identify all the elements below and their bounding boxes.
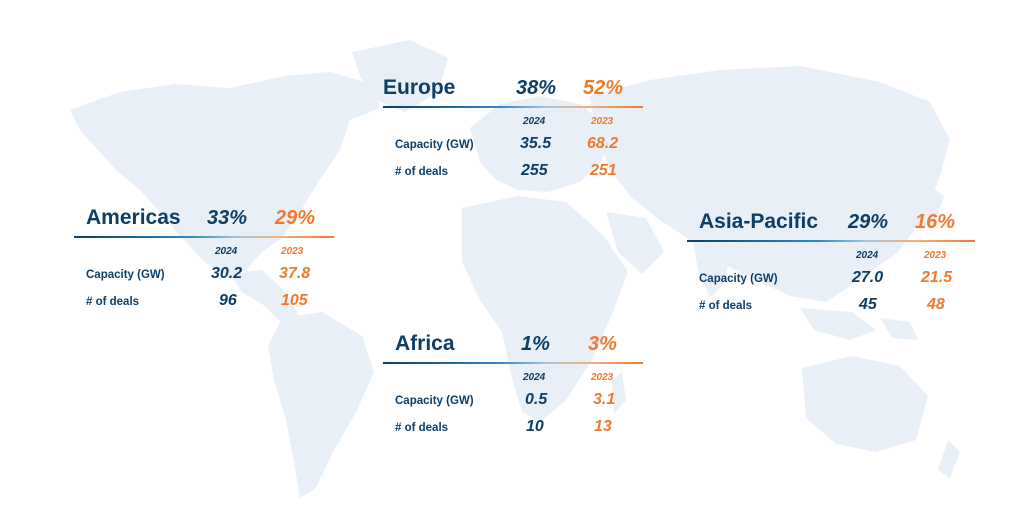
deals-2023: 13 bbox=[594, 418, 612, 435]
deals-label: # of deals bbox=[86, 296, 140, 308]
share-2023: 52% bbox=[583, 77, 624, 99]
year-2023-label: 2023 bbox=[591, 372, 614, 383]
region-name: Europe bbox=[383, 76, 456, 99]
region-africa: Africa 1% 3% 2024 2023 Capacity (GW) 0.5… bbox=[383, 322, 643, 442]
gradient-divider bbox=[383, 106, 643, 108]
year-2024-label: 2024 bbox=[215, 246, 238, 257]
year-2023-label: 2023 bbox=[281, 246, 304, 257]
deals-2023: 105 bbox=[281, 292, 308, 309]
deals-label: # of deals bbox=[699, 300, 753, 312]
deals-label: # of deals bbox=[395, 422, 449, 434]
region-name: Africa bbox=[395, 332, 455, 355]
deals-label: # of deals bbox=[395, 166, 449, 178]
capacity-label: Capacity (GW) bbox=[86, 269, 165, 281]
deals-2024: 96 bbox=[219, 292, 237, 309]
capacity-2023: 68.2 bbox=[587, 135, 619, 152]
share-2023: 16% bbox=[915, 211, 956, 233]
region-europe: Europe 38% 52% 2024 2023 Capacity (GW) 3… bbox=[383, 66, 643, 186]
region-name: Americas bbox=[86, 206, 181, 229]
region-asia-pacific: Asia-Pacific 29% 16% 2024 2023 Capacity … bbox=[687, 200, 975, 320]
share-2023: 29% bbox=[275, 207, 316, 229]
region-name: Asia-Pacific bbox=[699, 210, 819, 233]
capacity-label: Capacity (GW) bbox=[395, 395, 474, 407]
deals-2023: 251 bbox=[590, 162, 617, 179]
share-2024: 38% bbox=[516, 77, 557, 99]
gradient-divider bbox=[74, 236, 334, 238]
year-2023-label: 2023 bbox=[924, 250, 947, 261]
year-2023-label: 2023 bbox=[591, 116, 614, 127]
capacity-2024: 27.0 bbox=[852, 269, 884, 286]
capacity-2024: 30.2 bbox=[211, 265, 243, 282]
capacity-label: Capacity (GW) bbox=[699, 273, 778, 285]
year-2024-label: 2024 bbox=[523, 116, 546, 127]
share-2024: 1% bbox=[521, 333, 550, 355]
capacity-label: Capacity (GW) bbox=[395, 139, 474, 151]
capacity-2024: 35.5 bbox=[520, 135, 552, 152]
region-americas: Americas 33% 29% 2024 2023 Capacity (GW)… bbox=[74, 196, 334, 316]
deals-2024: 10 bbox=[526, 418, 544, 435]
gradient-divider bbox=[383, 362, 643, 364]
capacity-2023: 3.1 bbox=[593, 391, 616, 408]
deals-2024: 255 bbox=[521, 162, 548, 179]
deals-2024: 45 bbox=[859, 296, 877, 313]
capacity-2023: 21.5 bbox=[921, 269, 953, 286]
year-2024-label: 2024 bbox=[856, 250, 879, 261]
share-2024: 29% bbox=[848, 211, 889, 233]
capacity-2023: 37.8 bbox=[279, 265, 311, 282]
capacity-2024: 0.5 bbox=[525, 391, 548, 408]
deals-2023: 48 bbox=[927, 296, 945, 313]
year-2024-label: 2024 bbox=[523, 372, 546, 383]
share-2023: 3% bbox=[588, 333, 617, 355]
share-2024: 33% bbox=[207, 207, 248, 229]
gradient-divider bbox=[687, 240, 975, 242]
